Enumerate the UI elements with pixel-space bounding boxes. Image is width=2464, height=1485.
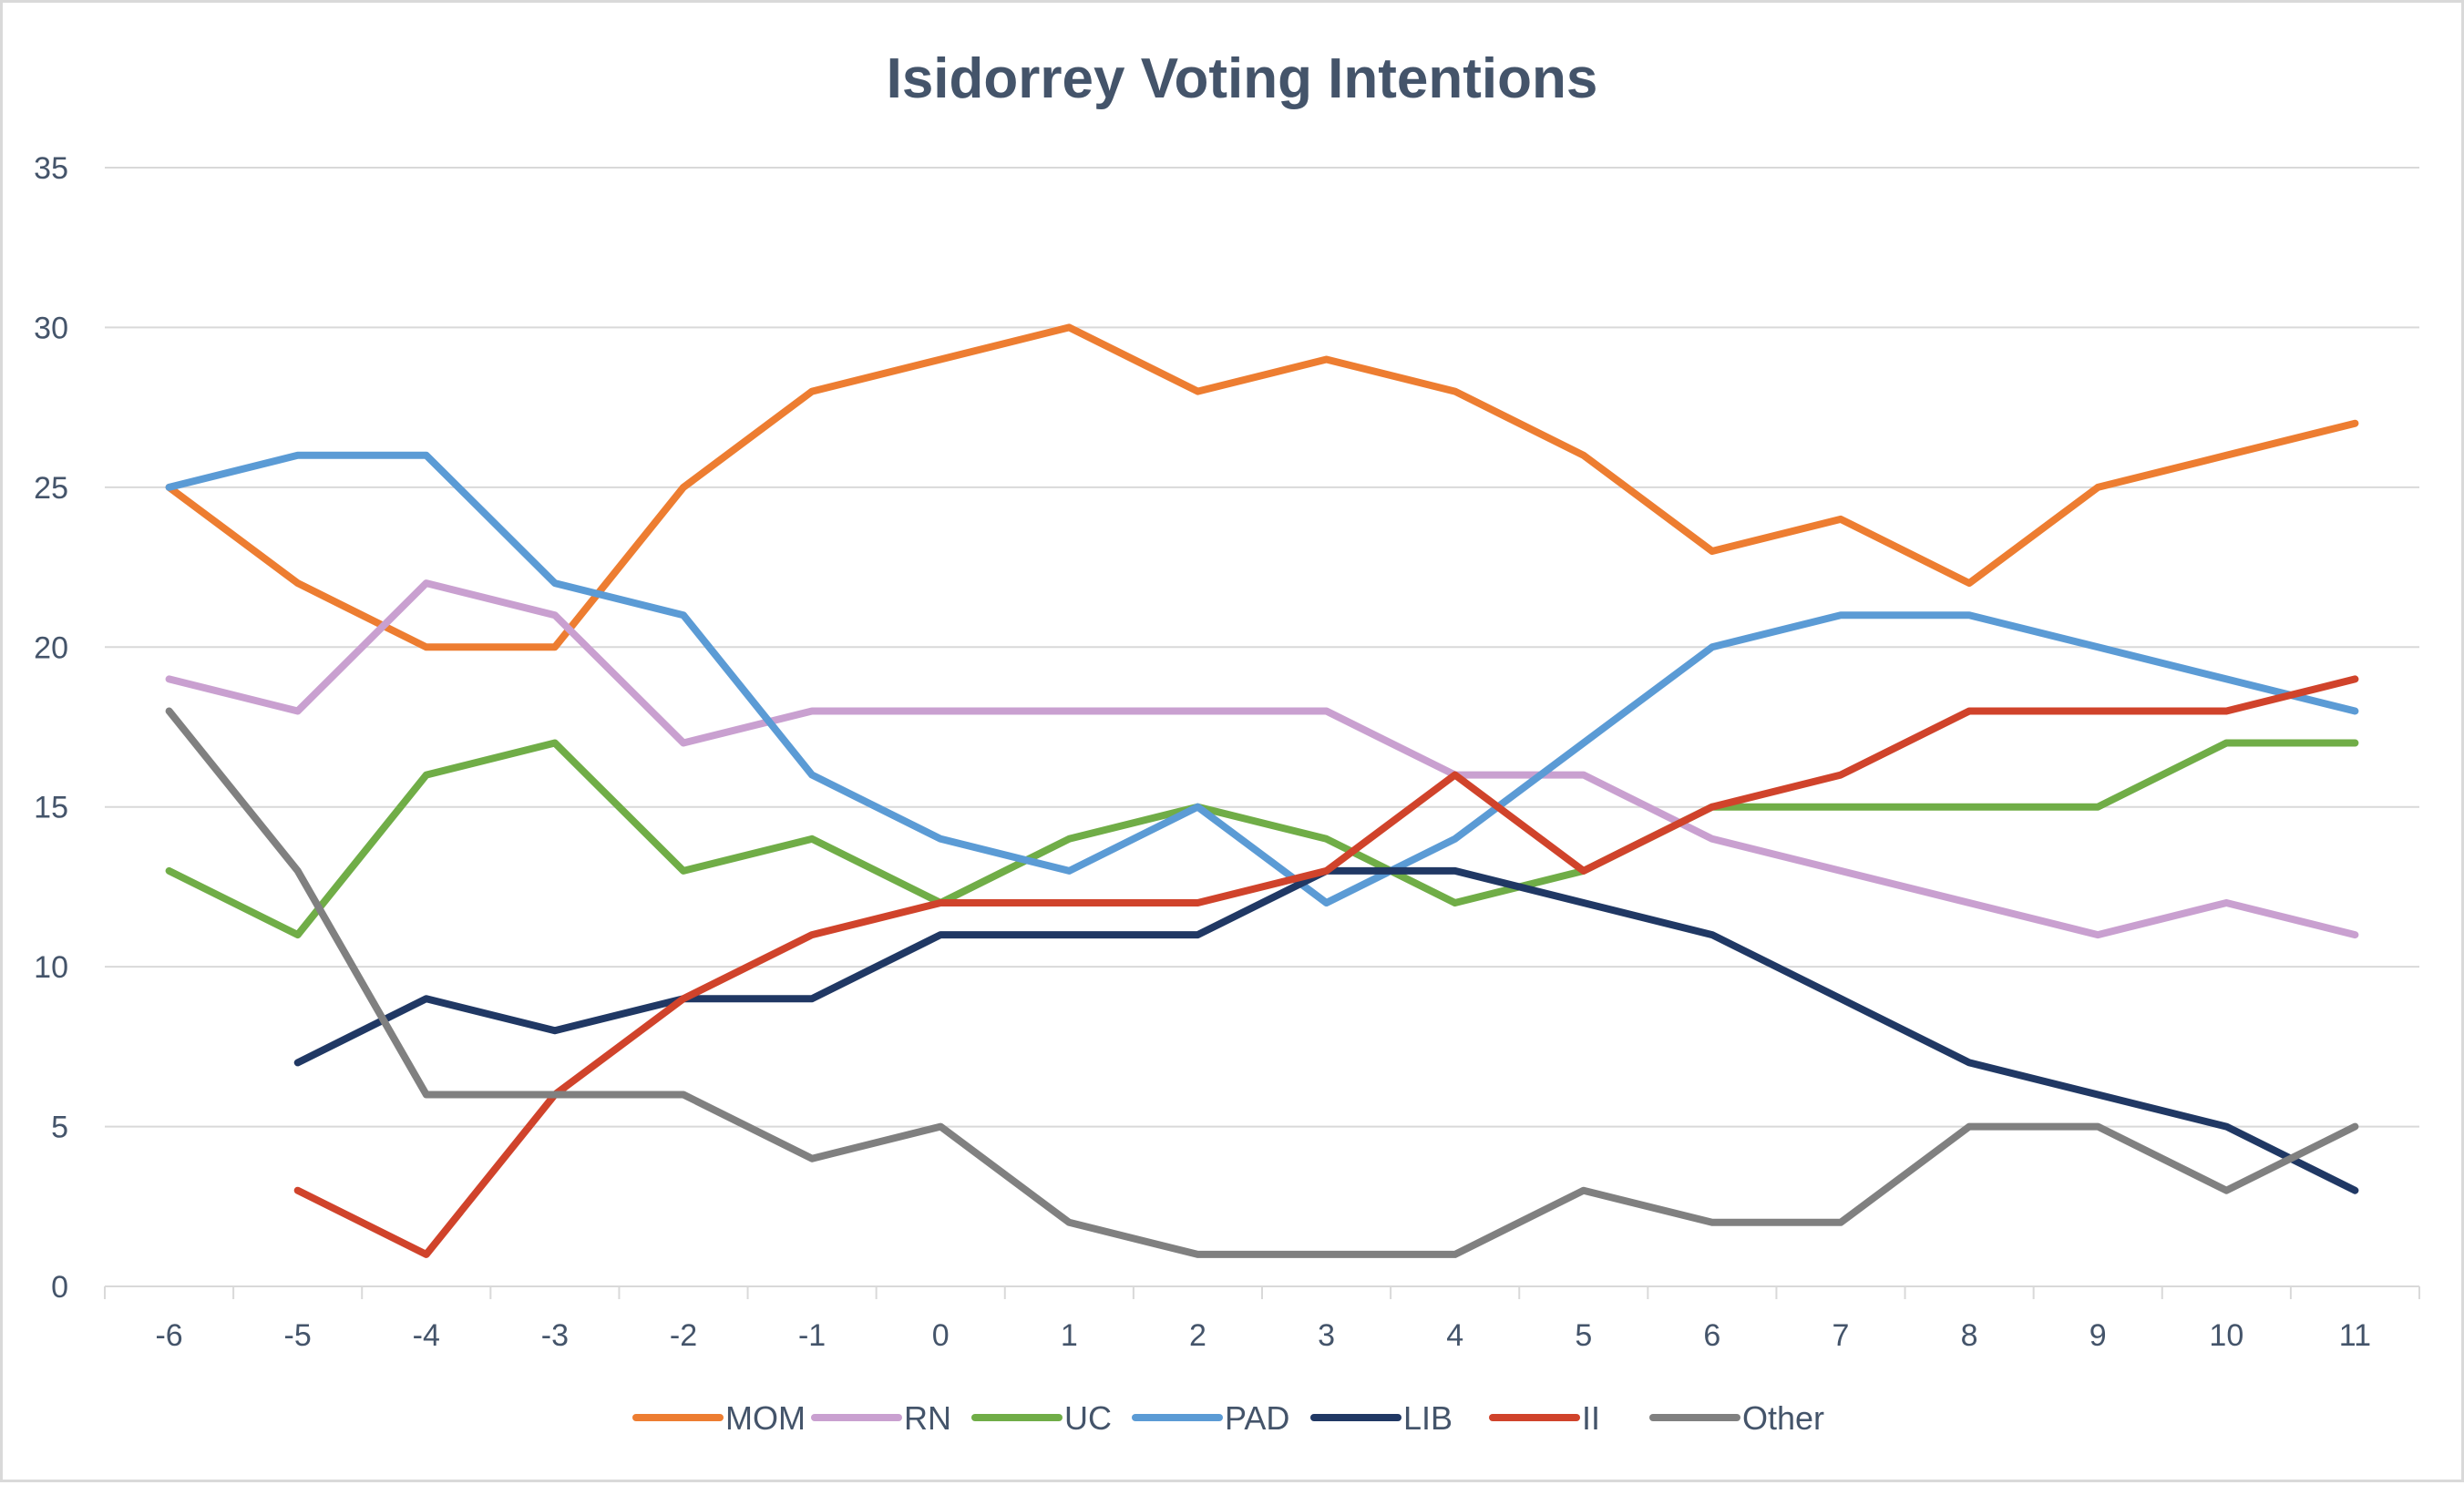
series-pad (165, 451, 2359, 906)
axes: 0 5 10 15 20 25 30 35 -6 -5 -4 -3 -2 -1 0 1 2 3 4 5 6 7 8 9 10 11 (34, 151, 2420, 1353)
y-tick-label: 10 (34, 950, 68, 985)
legend-label: RN (904, 1399, 951, 1437)
legend-item-lib[interactable]: LIB (1310, 1399, 1453, 1437)
series-line-ii (293, 675, 2359, 1258)
y-tick-label: 20 (34, 630, 68, 665)
legend-label: LIB (1403, 1399, 1453, 1437)
y-tick-label: 15 (34, 791, 68, 825)
legend-label: MOM (725, 1399, 806, 1437)
series-mom (165, 323, 2359, 651)
series-rn (165, 579, 2359, 939)
x-tick-label: -1 (798, 1318, 826, 1353)
legend-label: II (1582, 1399, 1600, 1437)
x-tick-label: 10 (2209, 1318, 2243, 1353)
x-tick-label: -2 (670, 1318, 697, 1353)
legend-item-other[interactable]: Other (1649, 1399, 1824, 1437)
x-tick-label: 6 (1703, 1318, 1720, 1353)
series-line-rn (165, 579, 2359, 939)
x-tick-label: 7 (1833, 1318, 1850, 1353)
x-tick-label: -3 (541, 1318, 569, 1353)
series-line-other (165, 707, 2359, 1258)
x-tick-label: 8 (1961, 1318, 1978, 1353)
y-tick-label: 0 (51, 1270, 68, 1305)
legend-item-uc[interactable]: UC (971, 1399, 1112, 1437)
y-tick-label: 30 (34, 311, 68, 345)
line-chart: Isidorrey Voting Intentions 051015202530… (34, 47, 2420, 1437)
series-uc (165, 739, 2359, 939)
chart-title: Isidorrey Voting Intentions (887, 47, 1598, 110)
x-tick-label: 2 (1189, 1318, 1206, 1353)
x-tick-label: 11 (2339, 1318, 2371, 1353)
legend-item-mom[interactable]: MOM (632, 1399, 806, 1437)
series-line-mom (165, 323, 2359, 651)
series-ii (293, 675, 2359, 1258)
legend-item-pad[interactable]: PAD (1132, 1399, 1289, 1437)
x-tick-label: 4 (1446, 1318, 1463, 1353)
x-tick-label: -5 (284, 1318, 312, 1353)
y-tick-label: 35 (34, 151, 68, 186)
series-lines (165, 323, 2359, 1258)
series-line-pad (165, 451, 2359, 906)
x-tick-label: 3 (1318, 1318, 1335, 1353)
x-tick-label: 9 (2089, 1318, 2107, 1353)
series-other (165, 707, 2359, 1258)
legend-item-ii[interactable]: II (1489, 1399, 1600, 1437)
x-tick-label: -6 (155, 1318, 182, 1353)
legend: MOM RN UC PAD LIB II Other (632, 1399, 1824, 1437)
legend-label: PAD (1225, 1399, 1289, 1437)
y-tick-label: 5 (51, 1111, 68, 1145)
x-tick-label: 1 (1061, 1318, 1078, 1353)
legend-label: UC (1064, 1399, 1112, 1437)
x-tick-label: 0 (932, 1318, 950, 1353)
x-tick-label: -4 (413, 1318, 440, 1353)
x-tick-label: 5 (1575, 1318, 1592, 1353)
legend-label: Other (1742, 1399, 1824, 1437)
series-line-uc (165, 739, 2359, 939)
y-tick-label: 25 (34, 471, 68, 506)
legend-item-rn[interactable]: RN (811, 1399, 951, 1437)
